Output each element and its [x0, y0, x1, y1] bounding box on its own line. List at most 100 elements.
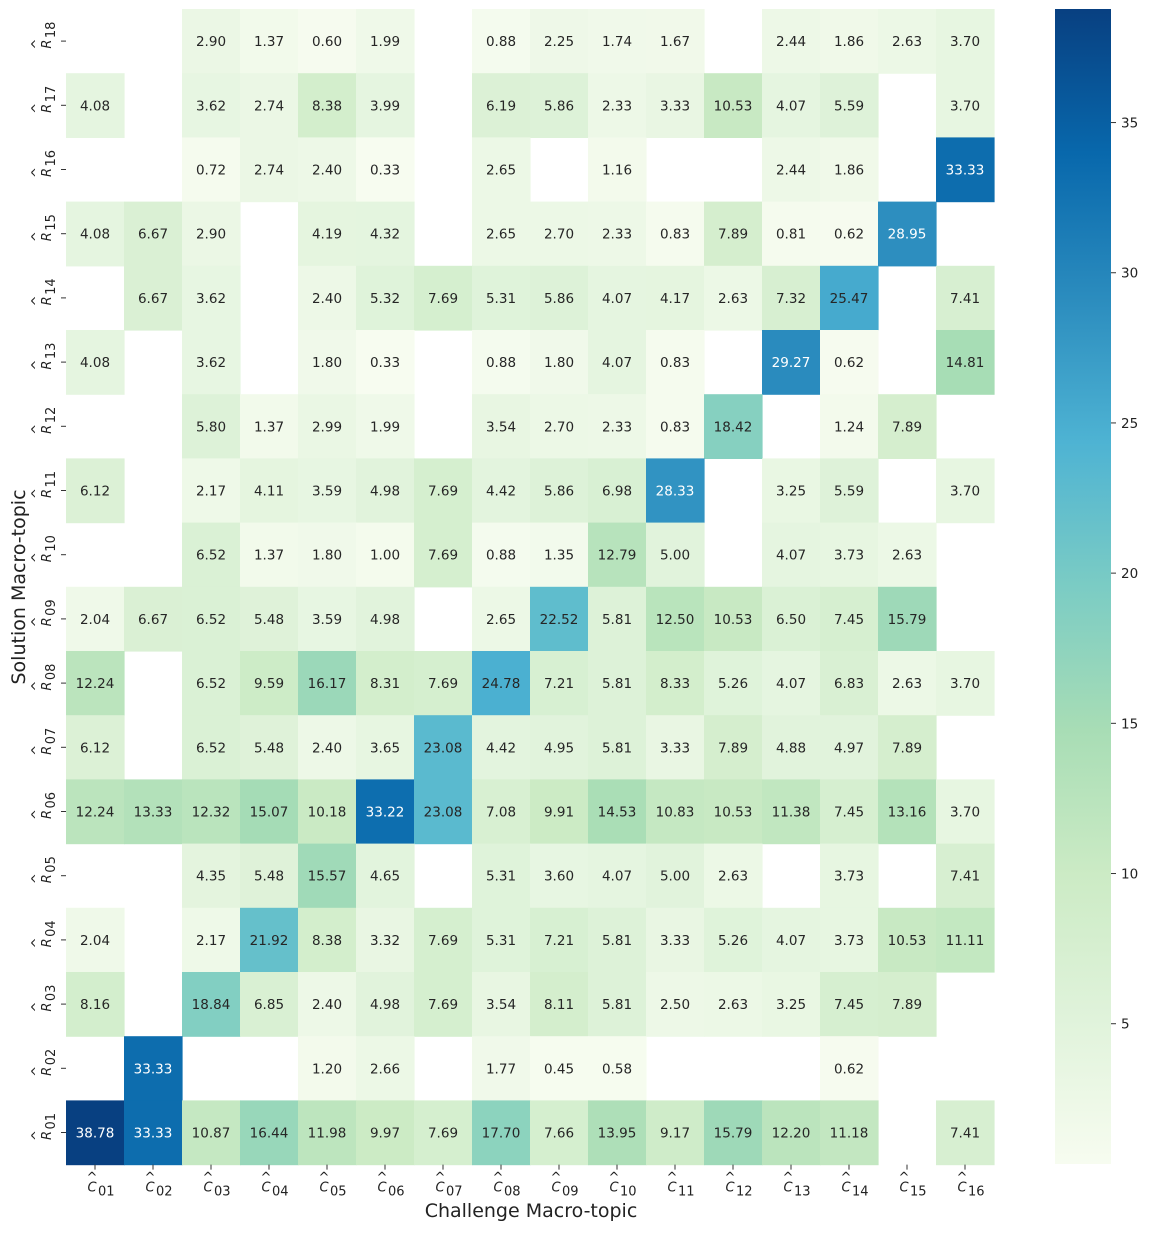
heatmap-cell [530, 651, 589, 716]
heatmap-cell [936, 651, 995, 716]
cell-value-label: 2.70 [544, 227, 574, 243]
svg-text:C: C [783, 1181, 793, 1196]
cell-value-label: 3.33 [660, 98, 690, 114]
svg-text:04: 04 [272, 1185, 289, 1200]
cell-value-label: 3.73 [834, 548, 864, 564]
cell-value-label: 0.62 [834, 355, 864, 371]
heatmap-cell [182, 73, 241, 138]
cell-value-label: 4.32 [370, 227, 400, 243]
cell-value-label: 11.38 [772, 805, 811, 821]
svg-text:^: ^ [30, 552, 45, 563]
cell-value-label: 1.00 [370, 548, 400, 564]
cell-value-label: 5.80 [196, 419, 226, 435]
cell-value-label: 38.78 [76, 1126, 115, 1142]
svg-text:^: ^ [30, 295, 45, 306]
svg-text:15: 15 [910, 1185, 927, 1200]
svg-text:R: R [40, 938, 55, 947]
svg-text:^: ^ [30, 360, 45, 371]
svg-text:^: ^ [957, 1171, 968, 1186]
cell-value-label: 2.65 [486, 163, 516, 179]
cell-value-label: 7.08 [486, 805, 516, 821]
svg-text:10: 10 [44, 535, 59, 552]
cell-value-label: 12.20 [772, 1126, 811, 1142]
cell-value-label: 1.80 [312, 355, 342, 371]
colorbar-tick-label: 10 [1121, 867, 1138, 883]
cell-value-label: 9.97 [370, 1126, 400, 1142]
heatmap-cell [588, 137, 647, 203]
heatmap-cell [530, 330, 589, 395]
cell-value-label: 23.08 [424, 805, 463, 821]
cell-value-label: 15.57 [308, 869, 347, 885]
cell-value-label: 0.33 [370, 163, 400, 179]
heatmap-cell [820, 137, 879, 203]
svg-text:R: R [40, 489, 55, 498]
svg-text:05: 05 [330, 1185, 347, 1200]
svg-text:03: 03 [214, 1185, 231, 1200]
heatmap-cell [646, 651, 705, 716]
heatmap-cell [936, 779, 995, 845]
svg-text:03: 03 [44, 985, 59, 1002]
cell-value-label: 2.25 [544, 34, 574, 50]
svg-text:C: C [609, 1181, 619, 1196]
cell-value-label: 2.65 [486, 227, 516, 243]
heatmap-cell [762, 265, 821, 331]
cell-value-label: 2.63 [718, 997, 748, 1013]
heatmap-cell [240, 394, 299, 459]
cell-value-label: 2.33 [602, 98, 632, 114]
svg-text:R: R [40, 810, 55, 819]
heatmap-cell [298, 843, 357, 909]
svg-text:C: C [957, 1181, 967, 1196]
heatmap-cell [298, 265, 357, 331]
cell-value-label: 4.42 [486, 740, 516, 756]
cell-value-label: 4.19 [312, 227, 342, 243]
heatmap-cell [936, 907, 995, 973]
y-tick-label: R^09 [30, 599, 59, 627]
y-tick-label: R^14 [30, 278, 59, 306]
svg-text:^: ^ [30, 488, 45, 499]
svg-text:^: ^ [30, 167, 45, 178]
cell-value-label: 4.07 [776, 933, 806, 949]
cell-value-label: 28.95 [888, 227, 927, 243]
heatmap-cell [414, 779, 473, 845]
cell-value-label: 6.85 [254, 997, 284, 1013]
svg-text:^: ^ [30, 231, 45, 242]
cell-value-label: 1.77 [486, 1061, 516, 1077]
cell-value-label: 6.12 [80, 484, 110, 500]
colorbar-gradient [1055, 9, 1111, 1164]
svg-text:^: ^ [30, 103, 45, 114]
heatmap-cell [820, 394, 879, 459]
heatmap-cell [646, 1100, 705, 1166]
heatmap-cell [646, 843, 705, 909]
heatmap-cell [472, 265, 531, 331]
heatmap-cell [762, 522, 821, 588]
cell-value-label: 33.33 [946, 163, 985, 179]
cell-value-label: 5.59 [834, 98, 864, 114]
cell-value-label: 16.44 [250, 1126, 289, 1142]
heatmap-cell [298, 651, 357, 716]
heatmap-cell [298, 1100, 357, 1166]
heatmap-cell [762, 330, 821, 395]
heatmap-cell [704, 779, 763, 845]
cell-value-label: 0.45 [544, 1061, 574, 1077]
svg-text:07: 07 [446, 1185, 463, 1200]
cell-value-label: 6.67 [138, 227, 168, 243]
cell-value-label: 8.16 [80, 997, 110, 1013]
cell-value-label: 11.11 [946, 933, 985, 949]
svg-text:^: ^ [261, 1171, 272, 1186]
heatmap-cell [298, 907, 357, 973]
cell-value-label: 1.99 [370, 34, 400, 50]
cell-value-label: 2.63 [718, 869, 748, 885]
heatmap-cell [298, 330, 357, 395]
cell-value-label: 4.98 [370, 484, 400, 500]
svg-text:^: ^ [145, 1171, 156, 1186]
cell-value-label: 5.81 [602, 933, 632, 949]
heatmap-cell [530, 9, 589, 74]
cell-value-label: 3.70 [950, 34, 980, 50]
cell-value-label: 12.24 [76, 805, 115, 821]
cell-value-label: 1.74 [602, 34, 632, 50]
x-axis-ticks: C^01 C^02 C^03 C^04 C^05 C^06 C^07 C^08 C^09 C^10… [87, 1164, 985, 1200]
cell-value-label: 2.04 [80, 933, 110, 949]
cell-value-label: 5.59 [834, 484, 864, 500]
cell-value-label: 3.54 [486, 419, 516, 435]
svg-text:^: ^ [493, 1171, 504, 1186]
